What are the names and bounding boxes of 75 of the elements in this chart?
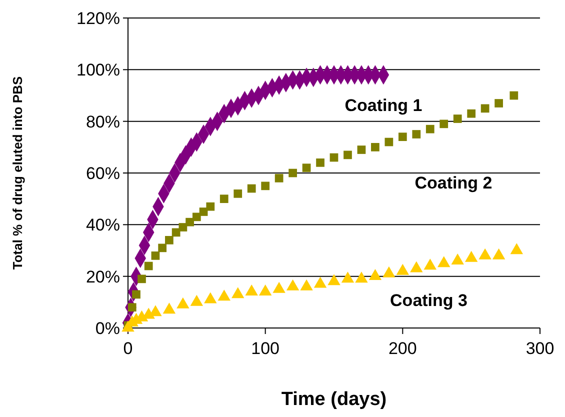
point [341,272,354,283]
x-tick-label: 100 [251,339,280,358]
point [261,182,270,190]
point [344,150,352,160]
point [192,212,201,222]
x-axis-title: Time (days) [281,389,387,410]
point [206,202,215,211]
point [398,132,407,142]
point [138,274,146,284]
y-tick-label: 80% [86,112,120,132]
point [302,164,311,172]
point [328,274,340,286]
point [316,158,324,167]
point [494,99,503,108]
point [314,276,327,288]
point [300,279,313,290]
point [186,218,194,226]
point [426,124,434,134]
point [232,287,244,298]
y-axis-title: Total % of drug eluted into PBS [10,76,25,270]
point [274,174,284,182]
series-label: Coating 1 [344,96,422,115]
point [218,290,230,301]
point [478,248,492,260]
point [162,302,176,314]
point [204,292,217,304]
point [330,153,338,162]
point [357,146,366,154]
y-tick-label: 20% [86,267,120,286]
point [199,208,208,216]
point [144,262,153,270]
point [258,284,272,296]
point [355,272,368,283]
x-tick-label: 200 [388,339,417,358]
point [410,261,423,272]
x-tick-label: 300 [526,339,554,358]
series-label: Coating 3 [390,291,468,310]
y-tick-label: 40% [86,216,120,235]
x-tick-label: 0 [123,339,133,358]
y-tick-label: 100% [76,60,120,80]
point [510,91,518,100]
point [172,228,180,237]
point [234,189,242,198]
point [396,264,410,275]
point [288,168,297,178]
point [492,248,506,260]
point [158,244,167,252]
point [178,223,188,232]
point [151,251,160,260]
point [247,184,256,193]
point [384,138,394,146]
point [382,266,396,278]
point [480,104,490,113]
point [424,258,436,270]
point [371,142,380,152]
point [245,284,258,296]
point [438,256,450,268]
point [272,282,286,293]
point [220,194,228,204]
y-tick-label: 0% [95,318,120,338]
series-label: Coating 2 [414,173,492,192]
point [440,120,448,128]
point [190,294,204,306]
point [510,243,524,254]
point [165,236,174,244]
point [286,279,300,290]
point [467,109,476,118]
point [176,297,190,308]
point [412,130,421,138]
y-tick-label: 120% [76,8,120,28]
y-tick-label: 60% [86,164,120,183]
point [451,253,464,265]
point [464,250,478,262]
point [368,268,382,280]
point [453,114,462,123]
